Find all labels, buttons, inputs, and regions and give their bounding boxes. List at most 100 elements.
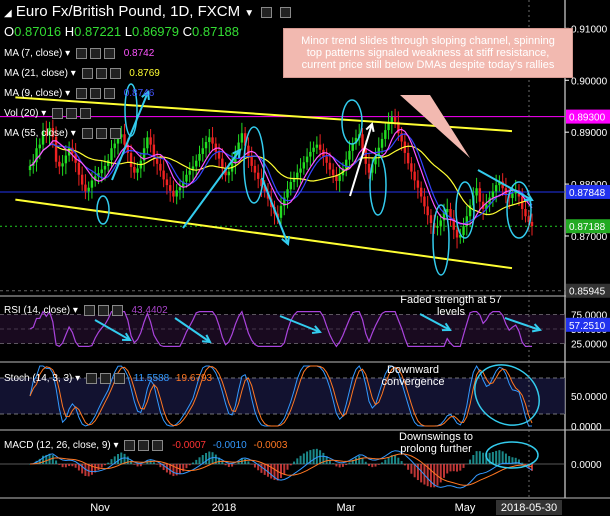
macd-histogram-bar bbox=[205, 452, 208, 464]
candle-body bbox=[452, 218, 455, 230]
macd-histogram-bar bbox=[306, 451, 309, 464]
settings-icon[interactable] bbox=[95, 68, 107, 79]
eye-icon[interactable] bbox=[81, 128, 93, 139]
macd-histogram-bar bbox=[517, 459, 520, 464]
chevron-down-icon[interactable]: ▼ bbox=[244, 8, 255, 19]
candle-body bbox=[315, 144, 319, 148]
macd-histogram-bar bbox=[475, 451, 478, 464]
candle-body bbox=[61, 163, 64, 167]
settings-icon[interactable] bbox=[99, 373, 111, 384]
eye-icon[interactable] bbox=[75, 88, 87, 99]
macd-histogram-bar bbox=[260, 464, 263, 473]
macd-histogram-bar bbox=[387, 457, 390, 464]
legend-ma55[interactable]: MA (55, close) ▾ bbox=[4, 128, 121, 139]
highlight-ellipse bbox=[369, 154, 387, 216]
settings-icon[interactable] bbox=[66, 108, 78, 119]
close-icon[interactable] bbox=[152, 440, 164, 451]
close-icon[interactable] bbox=[111, 305, 123, 316]
candle-body bbox=[201, 148, 204, 154]
close-icon[interactable] bbox=[109, 128, 121, 139]
candle-body bbox=[374, 156, 377, 165]
price-badge bbox=[566, 184, 610, 199]
candle-body bbox=[446, 208, 449, 213]
candle-body bbox=[462, 226, 465, 235]
close-icon[interactable] bbox=[109, 68, 121, 79]
macd-histogram-bar bbox=[322, 452, 325, 464]
legend-ma9[interactable]: MA (9, close) ▾ 0.8746 bbox=[4, 88, 155, 100]
close-icon[interactable] bbox=[80, 108, 92, 119]
close-icon[interactable] bbox=[113, 373, 125, 384]
candle-body bbox=[312, 147, 315, 152]
macd-histogram-bar bbox=[436, 464, 439, 486]
macd-histogram-bar bbox=[364, 461, 367, 464]
stoch-d-line bbox=[29, 365, 533, 427]
macd-histogram-bar bbox=[42, 455, 45, 464]
legend-macd[interactable]: MACD (12, 26, close, 9) ▾ -0.0007 -0.001… bbox=[4, 440, 288, 452]
legend-stoch[interactable]: Stoch (14, 3, 3) ▾ 11.5588 19.6793 bbox=[4, 373, 213, 385]
eye-icon[interactable] bbox=[85, 373, 97, 384]
eye-icon[interactable] bbox=[83, 305, 95, 316]
trend-arrow-head bbox=[141, 90, 150, 101]
candle-body bbox=[498, 181, 501, 186]
symbol-title[interactable]: Euro Fx/British Pound, 1D, FXCM bbox=[15, 3, 241, 20]
settings-icon[interactable] bbox=[89, 88, 101, 99]
price-badge bbox=[566, 109, 610, 124]
settings-icon[interactable] bbox=[97, 305, 109, 316]
candle-body bbox=[491, 191, 495, 198]
close-icon[interactable] bbox=[103, 88, 115, 99]
collapse-icon[interactable]: ◢ bbox=[4, 8, 12, 19]
highlight-ellipse bbox=[506, 181, 532, 239]
settings-icon[interactable] bbox=[138, 440, 150, 451]
candle-body bbox=[28, 165, 32, 171]
main-annotation-callout[interactable]: Minor trend slides through sloping chann… bbox=[283, 28, 573, 78]
candle-body bbox=[325, 156, 328, 163]
candle-body bbox=[185, 174, 188, 182]
candle-body bbox=[439, 220, 442, 227]
close-icon[interactable] bbox=[103, 48, 115, 59]
candle-body bbox=[436, 226, 439, 228]
settings-icon[interactable] bbox=[89, 48, 101, 59]
candle-body bbox=[393, 117, 397, 122]
candle-body bbox=[172, 190, 175, 197]
low-value: 0.86979 bbox=[132, 24, 179, 39]
macd-histogram-bar bbox=[208, 451, 211, 464]
trend-arrow-head bbox=[365, 122, 375, 133]
candle-body bbox=[302, 162, 306, 169]
macd-histogram-bar bbox=[71, 464, 74, 467]
price-badge bbox=[566, 219, 610, 234]
macd-histogram-bar bbox=[325, 456, 328, 464]
time-axis-label: Mar bbox=[337, 502, 356, 514]
macd-histogram-bar bbox=[501, 451, 504, 464]
macd-histogram-bar bbox=[345, 464, 348, 466]
candle-body bbox=[38, 144, 41, 149]
settings-icon[interactable] bbox=[95, 128, 107, 139]
candle-body bbox=[416, 180, 420, 188]
macd-histogram-bar bbox=[283, 464, 286, 475]
macd-histogram-bar bbox=[123, 453, 126, 464]
macd-histogram-bar bbox=[195, 459, 198, 464]
eye-icon[interactable] bbox=[124, 440, 136, 451]
macd-histogram-bar bbox=[201, 455, 204, 464]
legend-ma7[interactable]: MA (7, close) ▾ 0.8742 bbox=[4, 48, 155, 60]
rsi-annotation: Faded strength at 57 levels bbox=[400, 294, 502, 318]
eye-icon[interactable] bbox=[52, 108, 64, 119]
candle-body bbox=[286, 189, 289, 198]
macd-histogram-bar bbox=[299, 455, 302, 464]
candle-body bbox=[380, 138, 384, 148]
legend-rsi[interactable]: RSI (14, close) ▾ 43.4402 bbox=[4, 305, 168, 317]
settings-icon[interactable] bbox=[261, 6, 273, 18]
eye-icon[interactable] bbox=[81, 68, 93, 79]
ma7-value: 0.8742 bbox=[123, 48, 155, 60]
trend-arrow-head bbox=[232, 148, 242, 159]
macd-histogram-bar bbox=[87, 464, 90, 477]
legend-ma21[interactable]: MA (21, close) ▾ 0.8769 bbox=[4, 68, 160, 80]
macd-histogram-bar bbox=[182, 464, 185, 472]
stoch-k-line bbox=[29, 364, 532, 427]
eye-icon[interactable] bbox=[75, 48, 87, 59]
close-icon[interactable] bbox=[279, 6, 291, 18]
legend-vol[interactable]: Vol (20) ▾ bbox=[4, 108, 92, 119]
macd-histogram-bar bbox=[81, 464, 84, 474]
macd-histogram-bar bbox=[504, 453, 507, 464]
candle-body bbox=[442, 212, 446, 221]
